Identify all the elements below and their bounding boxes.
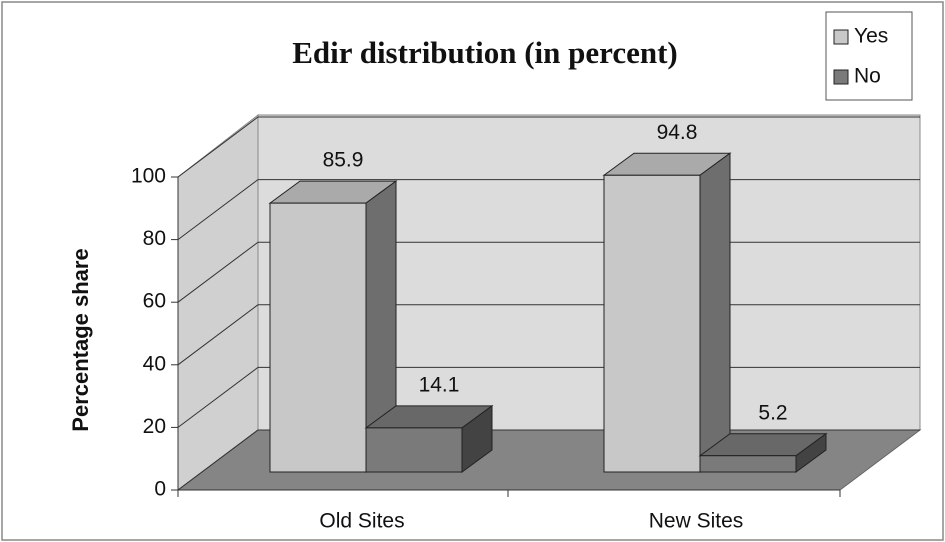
chart-title: Edir distribution (in percent) xyxy=(292,35,678,70)
legend-swatch xyxy=(833,29,849,45)
x-tick-label: Old Sites xyxy=(319,510,404,533)
y-tick-label: 20 xyxy=(143,415,166,438)
bar-side xyxy=(699,152,731,473)
y-tick-label: 100 xyxy=(131,165,166,188)
bar xyxy=(365,427,463,473)
data-label: 94.8 xyxy=(657,121,698,144)
data-label: 85.9 xyxy=(323,149,364,172)
data-label: 5.2 xyxy=(758,401,787,424)
y-tick-label: 80 xyxy=(143,227,166,250)
legend-label: Yes xyxy=(854,25,888,48)
bar xyxy=(699,455,797,473)
legend xyxy=(825,11,913,101)
y-tick-label: 40 xyxy=(143,352,166,375)
y-tick-label: 60 xyxy=(143,290,166,313)
data-label: 14.1 xyxy=(419,373,460,396)
legend-swatch xyxy=(833,69,849,85)
bar xyxy=(269,202,367,473)
legend-label: No xyxy=(854,65,881,88)
grid-line xyxy=(177,116,920,178)
x-tick-label: New Sites xyxy=(649,510,744,533)
y-tick-label: 0 xyxy=(154,478,166,501)
y-axis-label: Percentage share xyxy=(68,248,93,431)
side-wall xyxy=(177,113,259,491)
bar xyxy=(603,174,701,473)
